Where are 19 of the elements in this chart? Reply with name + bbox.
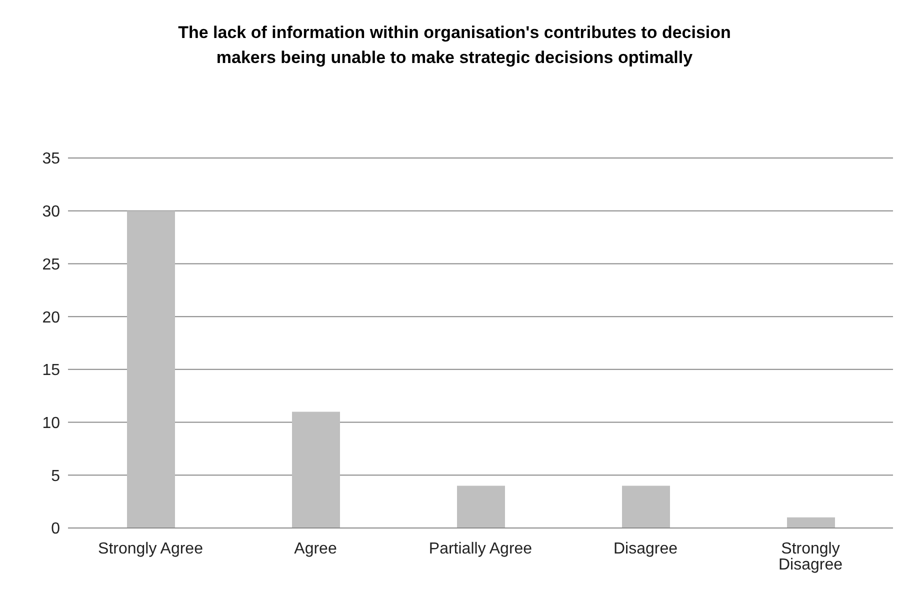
bar	[457, 486, 505, 528]
bar	[127, 210, 175, 528]
y-tick-label: 5	[51, 468, 60, 485]
x-tick-label: Agree	[294, 540, 337, 558]
x-tick-label: Disagree	[613, 540, 678, 558]
chart-title: The lack of information within organisation's contributes to decision makers being unable to make strategic decisions optimally	[177, 22, 732, 69]
y-tick-label: 0	[51, 520, 60, 538]
y-tick-label: 10	[42, 414, 60, 432]
x-tick-label: Strongly Disagree	[778, 540, 843, 574]
bar	[622, 486, 670, 528]
y-tick-label: 35	[42, 150, 60, 168]
x-tick-label: Strongly Agree	[98, 540, 204, 558]
x-tick-label: Partially Agree	[428, 540, 532, 558]
y-tick-label: 25	[42, 256, 60, 274]
y-tick-label: 20	[42, 309, 60, 326]
bar	[787, 517, 835, 528]
y-tick-label: 15	[42, 362, 60, 380]
y-tick-label: 30	[42, 204, 60, 221]
bar	[292, 412, 340, 528]
